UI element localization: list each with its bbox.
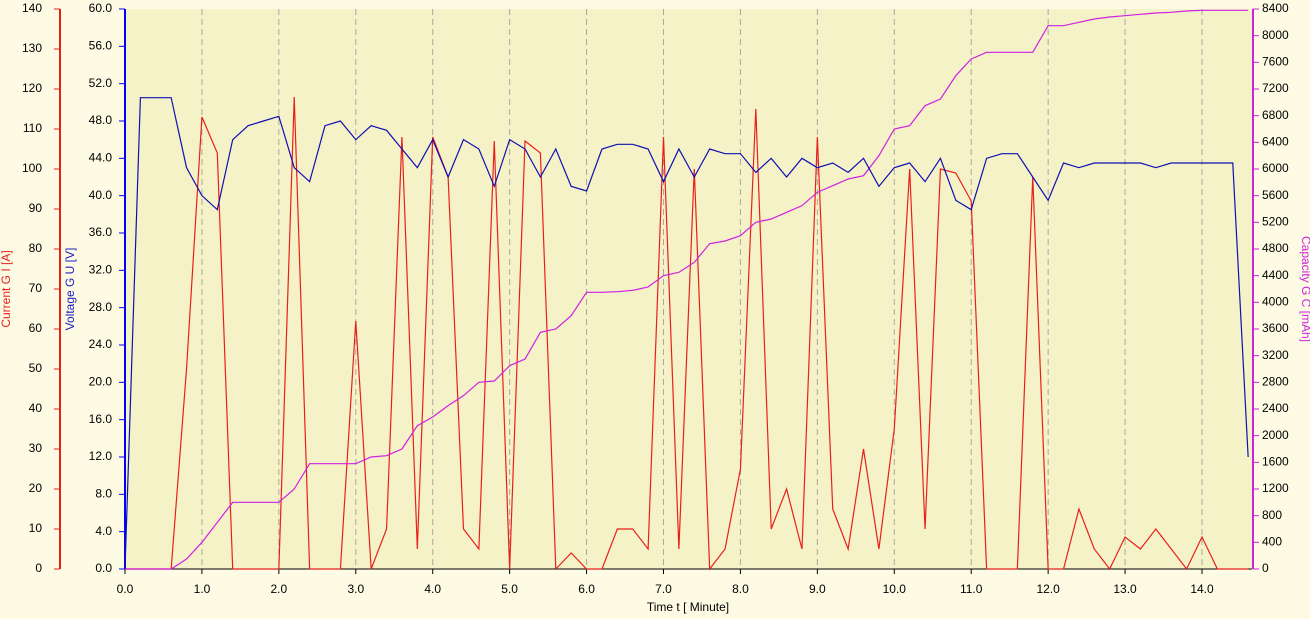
y2-tick-label: 7600 bbox=[1262, 55, 1289, 69]
x-tick-label: 4.0 bbox=[424, 582, 441, 596]
y2-tick-label: 5200 bbox=[1262, 215, 1289, 229]
x-tick-label: 0.0 bbox=[117, 582, 134, 596]
y-tick-label: 36.0 bbox=[89, 225, 113, 239]
y-tick-label: 8.0 bbox=[95, 487, 112, 501]
y2-tick-label: 2000 bbox=[1262, 428, 1289, 442]
y3-tick-label: 0 bbox=[35, 561, 42, 575]
y3-tick-label: 40 bbox=[29, 401, 43, 415]
y-tick-label: 4.0 bbox=[95, 524, 112, 538]
x-tick-label: 10.0 bbox=[883, 582, 907, 596]
y3-axis-title: Current G I [A] bbox=[0, 250, 13, 327]
y-axis-title: Voltage G U [V] bbox=[63, 248, 77, 331]
y3-tick-label: 110 bbox=[23, 121, 42, 135]
y-tick-label: 20.0 bbox=[89, 375, 113, 389]
y2-tick-label: 4400 bbox=[1262, 268, 1289, 282]
y-tick-label: 56.0 bbox=[89, 39, 113, 53]
x-tick-label: 5.0 bbox=[501, 582, 518, 596]
x-tick-label: 9.0 bbox=[809, 582, 826, 596]
y2-tick-label: 800 bbox=[1262, 508, 1282, 522]
y2-tick-label: 2800 bbox=[1262, 375, 1289, 389]
y-tick-label: 52.0 bbox=[89, 76, 113, 90]
y-tick-label: 32.0 bbox=[89, 263, 113, 277]
y2-tick-label: 8400 bbox=[1262, 1, 1289, 15]
y2-tick-label: 7200 bbox=[1262, 81, 1289, 95]
series-line bbox=[124, 97, 1249, 570]
y3-tick-label: 60 bbox=[29, 321, 43, 335]
x-tick-label: 7.0 bbox=[655, 582, 672, 596]
y-tick-label: 24.0 bbox=[89, 337, 113, 351]
y2-tick-label: 3600 bbox=[1262, 321, 1289, 335]
y-tick-label: 0.0 bbox=[95, 561, 112, 575]
y3-tick-label: 100 bbox=[22, 161, 42, 175]
y2-tick-label: 5600 bbox=[1262, 188, 1289, 202]
y-tick-label: 16.0 bbox=[89, 412, 113, 426]
y3-tick-label: 50 bbox=[29, 361, 43, 375]
y2-tick-label: 2400 bbox=[1262, 401, 1289, 415]
y2-tick-label: 6800 bbox=[1262, 108, 1289, 122]
x-axis-title: Time t [ Minute] bbox=[647, 600, 729, 614]
y-tick-label: 40.0 bbox=[89, 188, 113, 202]
y2-tick-label: 0 bbox=[1262, 561, 1269, 575]
y3-tick-label: 130 bbox=[22, 41, 42, 55]
y2-tick-label: 1600 bbox=[1262, 455, 1289, 469]
y3-tick-label: 20 bbox=[29, 481, 43, 495]
y3-tick-label: 80 bbox=[29, 241, 43, 255]
y2-tick-label: 6000 bbox=[1262, 161, 1289, 175]
y2-tick-label: 4000 bbox=[1262, 295, 1289, 309]
y3-tick-label: 70 bbox=[29, 281, 43, 295]
x-tick-label: 8.0 bbox=[732, 582, 749, 596]
x-tick-label: 2.0 bbox=[271, 582, 288, 596]
y2-axis-title: Capacity G C [mAh] bbox=[1299, 236, 1310, 342]
y2-tick-label: 3200 bbox=[1262, 348, 1289, 362]
y-tick-label: 48.0 bbox=[89, 113, 113, 127]
y-tick-label: 12.0 bbox=[89, 449, 113, 463]
y2-tick-label: 4800 bbox=[1262, 241, 1289, 255]
y2-tick-label: 8000 bbox=[1262, 28, 1289, 42]
plot-area bbox=[125, 9, 1252, 569]
y3-tick-label: 90 bbox=[29, 201, 43, 215]
y-tick-label: 28.0 bbox=[89, 300, 113, 314]
x-tick-label: 3.0 bbox=[347, 582, 364, 596]
series-line bbox=[125, 96, 1249, 571]
y3-tick-label: 30 bbox=[29, 441, 43, 455]
y-tick-label: 44.0 bbox=[89, 151, 113, 165]
x-tick-label: 11.0 bbox=[960, 582, 983, 596]
y3-tick-label: 10 bbox=[29, 521, 43, 535]
y2-tick-label: 6400 bbox=[1262, 135, 1289, 149]
x-tick-label: 1.0 bbox=[194, 582, 211, 596]
series-line bbox=[125, 9, 1249, 570]
x-tick-label: 6.0 bbox=[578, 582, 595, 596]
x-tick-label: 12.0 bbox=[1036, 582, 1060, 596]
y3-tick-label: 120 bbox=[22, 81, 42, 95]
y-tick-label: 60.0 bbox=[89, 1, 113, 15]
x-tick-label: 13.0 bbox=[1113, 582, 1137, 596]
y2-tick-label: 1200 bbox=[1262, 481, 1289, 495]
y3-tick-label: 140 bbox=[22, 1, 42, 15]
y2-tick-label: 400 bbox=[1262, 535, 1282, 549]
x-tick-label: 14.0 bbox=[1190, 582, 1214, 596]
